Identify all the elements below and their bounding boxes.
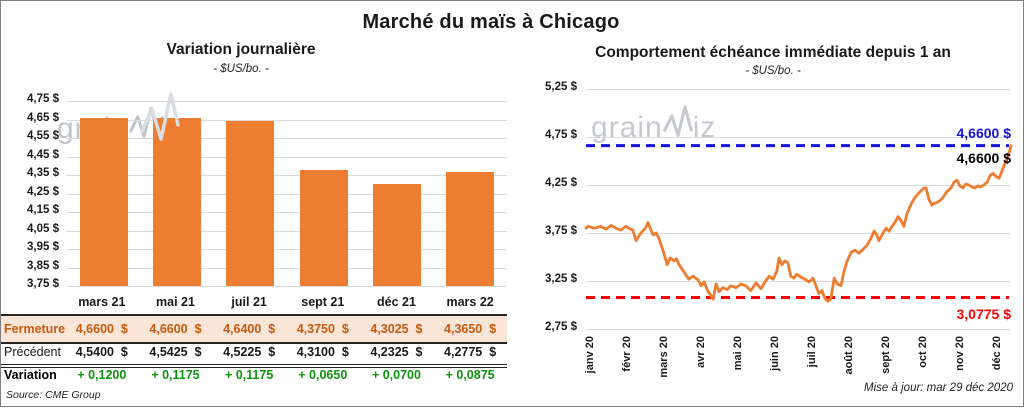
x-axis-tick-label: juin 20	[769, 336, 781, 371]
gridline	[67, 193, 507, 195]
row-label: Fermeture	[4, 322, 66, 336]
y-axis-tick-label: 4,55 $	[27, 130, 59, 142]
var-value: + 0,0700	[371, 368, 421, 382]
table-row-var: Variation + 0,1200 + 0,1175 + 0,1175 + 0,065…	[1, 365, 507, 385]
var-value: + 0,0875	[445, 368, 495, 382]
page-title: Marché du maïs à Chicago	[362, 11, 620, 33]
var-value: + 0,0650	[298, 368, 348, 382]
gridline	[586, 329, 1011, 330]
bar-déc-21	[373, 183, 421, 286]
close-value: 4,3025 $	[370, 322, 423, 336]
var-value: + 0,1175	[224, 368, 274, 382]
prev-value: 4,5425 $	[149, 345, 202, 359]
y-axis-tick-label: 4,75 $	[27, 93, 59, 105]
close-value: 4,6600 $	[75, 322, 128, 336]
y-axis-tick-label: 4,45 $	[27, 148, 59, 161]
gridline	[67, 119, 507, 121]
gridline	[67, 230, 507, 232]
row-label: Précédent	[4, 345, 61, 359]
column-header: déc 21	[376, 295, 416, 309]
bar-chart-subtitle: - $US/bo. -	[213, 63, 269, 75]
close-value: 4,6400 $	[223, 322, 276, 336]
last-value-label: 4,6600 $	[956, 149, 1012, 166]
table-header-row: mars 21 mai 21 juil 21 sept 21 déc 21 mars 22	[1, 290, 507, 314]
x-axis-tick-label: janv 20	[584, 336, 596, 374]
y-axis-tick-label: 5,25 $	[545, 81, 577, 93]
gridline	[586, 89, 1011, 90]
x-axis-tick-label: févr 20	[621, 336, 633, 372]
bar-juil-21	[226, 121, 275, 286]
y-axis-tick-label: 4,35 $	[27, 167, 59, 179]
gridline	[67, 101, 507, 102]
price-series-line	[584, 144, 1013, 303]
column-header: mars 22	[446, 295, 494, 309]
gridline	[67, 156, 507, 158]
y-axis-tick-label: 2,75 $	[545, 321, 577, 333]
grainwiz-zigzag-icon	[662, 105, 693, 137]
gridline	[67, 138, 507, 139]
gridline	[67, 249, 507, 250]
bar-mars-21	[79, 117, 128, 286]
close-value: 4,3650 $	[444, 322, 497, 336]
prev-value: 4,5225 $	[223, 345, 276, 359]
grainwiz-zigzag-overlay-icon	[140, 92, 180, 141]
y-axis-tick-label: 4,15 $	[27, 204, 59, 216]
x-axis-tick-label: avr 20	[695, 336, 707, 368]
ref-line-label: 3,0775 $	[956, 305, 1012, 322]
column-header: mai 21	[156, 295, 195, 309]
prev-value: 4,5400 $	[75, 345, 128, 359]
price-line-plot	[584, 144, 1013, 303]
line-chart-title: Comportement échéance immédiate depuis 1…	[595, 44, 951, 61]
y-axis-tick-label: 4,65 $	[27, 111, 59, 124]
source-note: Source: CME Group	[6, 389, 101, 401]
bar-mai-21	[153, 117, 201, 286]
close-value: 4,6600 $	[149, 322, 202, 336]
y-axis-tick-label: 4,75 $	[545, 129, 577, 141]
y-axis-tick-label: 3,25 $	[545, 273, 577, 285]
x-axis-tick-label: mars 20	[658, 336, 670, 378]
row-label: Variation	[4, 368, 57, 382]
y-axis-tick-label: 3,75 $	[27, 278, 59, 290]
var-value: + 0,1175	[151, 368, 200, 382]
y-axis-tick-label: 3,85 $	[27, 259, 59, 272]
gridline	[586, 137, 1011, 138]
y-axis-tick-label: 4,25 $	[545, 177, 577, 189]
column-header: mars 21	[78, 295, 126, 309]
prev-value: 4,2775 $	[444, 345, 497, 359]
x-axis-tick-label: juil 20	[806, 336, 818, 368]
gridline	[67, 212, 507, 213]
y-axis-tick-label: 3,75 $	[545, 225, 577, 237]
line-chart-subtitle: - $US/bo. -	[745, 65, 801, 77]
bar-sept-21	[299, 170, 348, 286]
close-value: 4,3750 $	[296, 322, 349, 336]
gridline	[67, 175, 507, 176]
prev-value: 4,3100 $	[296, 345, 349, 359]
gridline	[586, 185, 1011, 186]
x-axis-tick-label: août 20	[843, 336, 855, 375]
bar-mars-22	[446, 172, 495, 286]
x-axis-tick-label: mai 20	[732, 336, 744, 371]
gridline	[586, 233, 1011, 234]
watermark-text: grain	[591, 111, 663, 144]
table-row-prev: Précédent 4,5400 $ 4,5425 $ 4,5225 $ 4,3100 …	[1, 340, 507, 368]
var-value: + 0,1200	[77, 368, 127, 382]
gridline	[586, 281, 1011, 282]
gridline	[67, 267, 507, 269]
gridline	[67, 286, 507, 287]
prev-value: 4,2325 $	[370, 345, 423, 359]
column-header: sept 21	[301, 295, 345, 309]
column-header: juil 21	[231, 295, 267, 309]
table-row-close: Fermeture 4,6600 $ 4,6600 $ 4,6400 $ 4,3750 …	[1, 314, 507, 344]
y-axis-tick-label: 3,95 $	[27, 241, 59, 253]
y-axis-tick-label: 4,05 $	[27, 222, 59, 235]
updated-note: Mise à jour: mar 29 déc 2020	[864, 382, 1013, 394]
ref-line-label: 4,6600 $	[956, 124, 1012, 141]
watermark-text: iz	[692, 111, 717, 144]
y-axis-tick-label: 4,25 $	[27, 185, 59, 198]
bar-chart-title: Variation journalière	[166, 41, 316, 58]
